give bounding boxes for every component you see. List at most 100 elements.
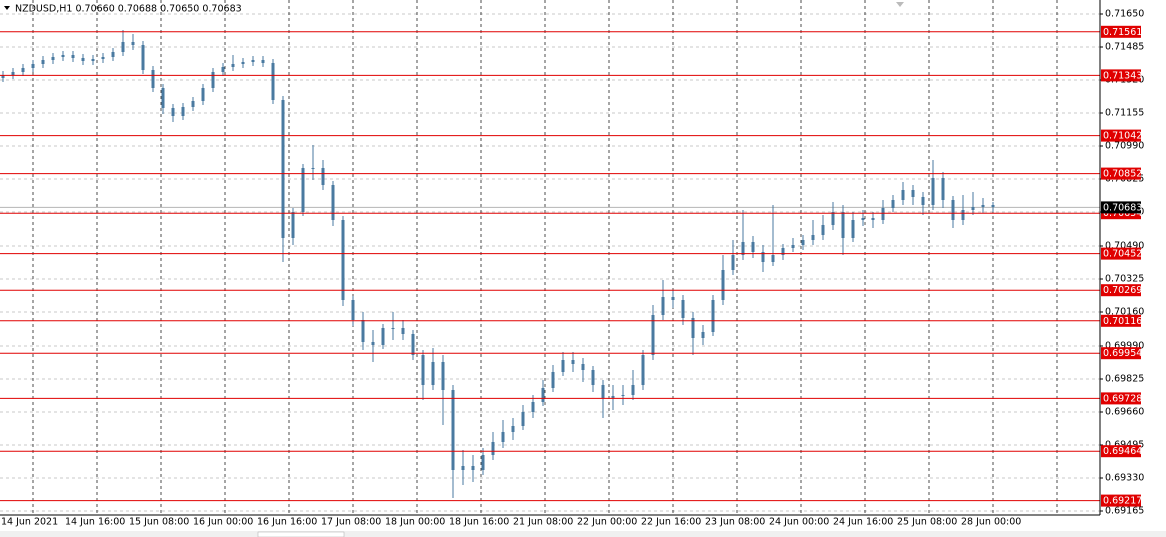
level-label: 0.69954 — [1103, 348, 1142, 359]
candle-body — [271, 63, 275, 100]
candle-body — [61, 55, 65, 57]
tab[interactable] — [257, 531, 345, 537]
x-tick-label: 17 Jun 08:00 — [321, 517, 381, 528]
candle-body — [641, 355, 645, 385]
candle-body — [661, 297, 665, 315]
level-label-box — [1101, 247, 1141, 260]
candle-body — [481, 455, 485, 470]
grid — [0, 0, 1100, 515]
candle-body — [771, 255, 775, 262]
candle-body — [281, 100, 285, 238]
level-label: 0.70452 — [1103, 249, 1142, 260]
candle-body — [901, 190, 905, 200]
candle-body — [551, 372, 555, 388]
candle-body — [581, 364, 585, 370]
candle-body — [931, 178, 935, 205]
candle-body — [511, 426, 515, 432]
candle-body — [141, 45, 145, 70]
level-label: 0.70269 — [1103, 285, 1142, 296]
candle-body — [911, 190, 915, 197]
candle-body — [651, 315, 655, 355]
plot — [0, 30, 1100, 502]
level-label-box — [1101, 284, 1141, 297]
candle-body — [151, 70, 155, 88]
level-label: 0.70116 — [1103, 316, 1142, 327]
chart-title: NZDUSD,H1 0.70660 0.70688 0.70650 0.7068… — [15, 4, 242, 15]
candle-body — [671, 297, 675, 300]
candle-body — [301, 168, 305, 212]
candle-body — [171, 108, 175, 116]
y-tick-label: 0.70990 — [1105, 141, 1144, 152]
candle-body — [291, 212, 295, 238]
candle-body — [411, 334, 415, 355]
candle-body — [681, 300, 685, 318]
candle-body — [11, 72, 15, 75]
candle-body — [691, 318, 695, 338]
candle-body — [401, 328, 405, 334]
x-tick-label: 18 Jun 16:00 — [449, 517, 509, 528]
candle-body — [981, 205, 985, 207]
candle-body — [501, 432, 505, 442]
candle-body — [101, 57, 105, 59]
candle-body — [561, 360, 565, 372]
candle-body — [451, 390, 455, 470]
candle-body — [91, 59, 95, 61]
level-label: 0.69728 — [1103, 393, 1142, 404]
candle-body — [531, 402, 535, 412]
level-label: 0.70654 — [1103, 208, 1142, 219]
candle-body — [951, 200, 955, 220]
candle-body — [71, 55, 75, 58]
candle-body — [371, 342, 375, 345]
candle-body — [821, 225, 825, 235]
x-tick-label: 14 Jun 16:00 — [65, 517, 125, 528]
candle-body — [241, 62, 245, 64]
candle-body — [721, 270, 725, 300]
y-tick-label: 0.71485 — [1105, 42, 1144, 53]
level-label: 0.71343 — [1103, 70, 1142, 81]
x-tick-label: 25 Jun 08:00 — [897, 517, 957, 528]
y-tick-label: 0.71155 — [1105, 108, 1144, 119]
candle-body — [751, 242, 755, 252]
level-label-box — [1101, 445, 1141, 458]
candle-body — [21, 68, 25, 72]
candle-body — [871, 218, 875, 220]
candle-body — [611, 396, 615, 398]
candle-body — [471, 466, 475, 470]
level-label-box — [1101, 129, 1141, 142]
candle-body — [861, 218, 865, 220]
candle-body — [31, 64, 35, 68]
menu-arrow[interactable] — [4, 6, 10, 10]
x-tick-label: 24 Jun 00:00 — [769, 517, 829, 528]
level-label-box — [1101, 167, 1141, 180]
candle-body — [341, 220, 345, 300]
candle-body — [711, 300, 715, 332]
chart-shift-marker — [896, 2, 904, 7]
x-tick-label: 14 Jun 2021 — [1, 517, 58, 528]
candle-body — [591, 370, 595, 385]
candle-body — [731, 255, 735, 270]
y-tick-label: 0.69825 — [1105, 374, 1144, 385]
candle-body — [791, 245, 795, 248]
y-tick-label: 0.69165 — [1105, 506, 1144, 517]
candle-body — [811, 235, 815, 240]
candle-body — [851, 220, 855, 238]
candle-body — [461, 466, 465, 470]
candle-body — [161, 88, 165, 108]
y-tick-label: 0.69330 — [1105, 473, 1144, 484]
candle-body — [421, 355, 425, 385]
candle-body — [761, 252, 765, 262]
level-label: 0.70852 — [1103, 169, 1142, 180]
candle-body — [221, 67, 225, 72]
candle-body — [311, 168, 315, 169]
candle-body — [971, 207, 975, 210]
candle-body — [921, 197, 925, 205]
candle-body — [351, 300, 355, 320]
level-label-box — [1101, 494, 1141, 507]
candle-body — [181, 107, 185, 116]
x-tick-label: 28 Jun 00:00 — [961, 517, 1021, 528]
level-label-box — [1101, 25, 1141, 38]
candle-body — [541, 388, 545, 402]
level-label-box — [1101, 314, 1141, 327]
